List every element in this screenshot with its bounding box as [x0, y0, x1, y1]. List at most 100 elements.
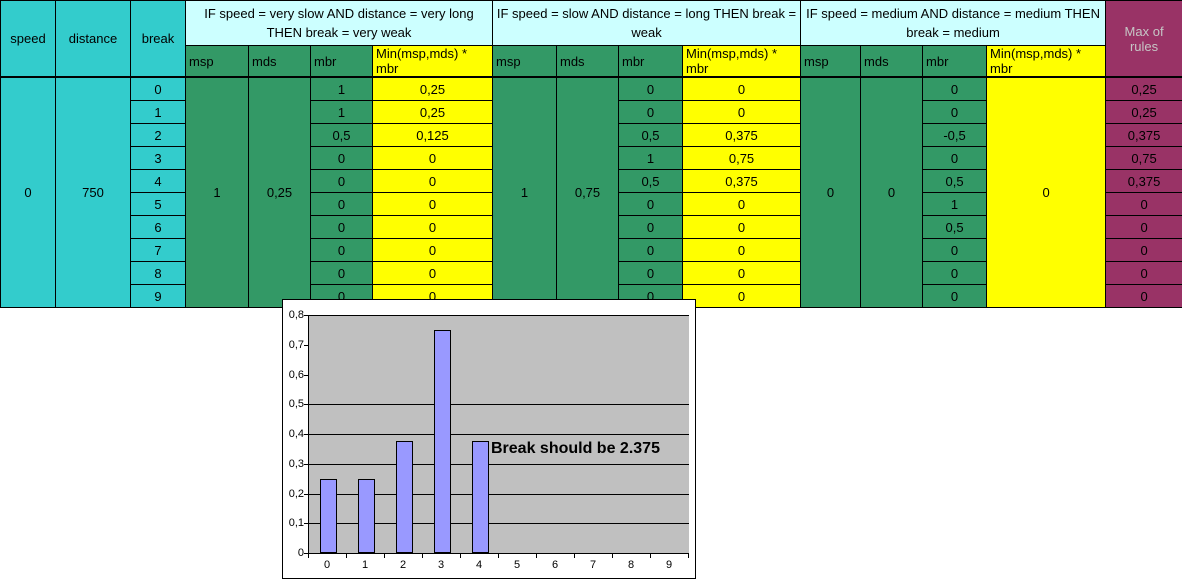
x-axis-tick — [688, 554, 689, 558]
y-axis-tick — [304, 315, 308, 316]
rule2-mds-cell: 0,75 — [556, 76, 619, 308]
rule1-min-cell: 0 — [372, 238, 493, 262]
y-axis-tick — [304, 344, 308, 346]
table-row: 6 0 0 0 0 0,5 0 — [1, 215, 1182, 239]
break-value-cell: 5 — [130, 192, 186, 216]
rule1-mbr-cell: 0 — [310, 192, 373, 216]
rule1-mbr-header: mbr — [310, 45, 373, 78]
rule1-mbr-cell: 1 — [310, 76, 373, 101]
rule1-mbr-cell: 0 — [310, 238, 373, 262]
y-axis-tick — [304, 434, 308, 435]
rule1-min-cell: 0 — [372, 261, 493, 285]
max-of-rules-header: Max of rules — [1105, 0, 1182, 78]
max-of-rules-cell: 0,75 — [1105, 146, 1182, 170]
y-axis-tick — [304, 523, 308, 525]
y-axis-label: 0,3 — [288, 457, 304, 470]
rule1-mbr-cell: 0 — [310, 261, 373, 285]
break-value-cell: 6 — [130, 215, 186, 239]
max-of-rules-cell: 0 — [1105, 192, 1182, 216]
x-axis-tick — [384, 554, 385, 558]
rule2-mbr-cell: 1 — [618, 146, 683, 170]
y-axis-label: 0,8 — [288, 309, 304, 321]
max-of-rules-cell: 0,25 — [1105, 100, 1182, 124]
rule1-title: IF speed = very slow AND distance = very… — [185, 0, 493, 46]
bar-break-1 — [358, 479, 375, 553]
rule3-min-merged-cell: 0 — [986, 76, 1107, 308]
rule2-mbr-cell: 0 — [618, 215, 683, 239]
rule1-mbr-cell: 0 — [310, 215, 373, 239]
rule3-mbr-cell: 0,5 — [922, 169, 988, 193]
rule-title-row: speed distance break IF speed = very slo… — [0, 0, 1182, 78]
break-value-cell: 2 — [130, 123, 186, 147]
y-axis-label: 0,4 — [288, 428, 304, 440]
rule3-mbr-cell: -0,5 — [922, 123, 988, 147]
max-of-rules-cell: 0,375 — [1105, 169, 1182, 193]
break-value-cell: 4 — [130, 169, 186, 193]
rule1-min-header: Min(msp,mds) * mbr — [372, 45, 493, 78]
rule2-min-cell: 0 — [681, 238, 802, 262]
max-of-rules-cell: 0,25 — [1105, 76, 1182, 101]
y-gridline — [309, 434, 689, 435]
y-axis-tick — [304, 463, 308, 465]
break-distribution-chart: Break should be 2.375 0,8 0,7 0,6 0,5 0,4 0,3… — [282, 299, 696, 579]
rule2-min-cell: 0 — [681, 100, 802, 124]
rule1-min-cell: 0 — [372, 192, 493, 216]
y-axis-tick — [304, 493, 308, 495]
rule2-mbr-cell: 0,5 — [618, 169, 683, 193]
x-axis-label: 6 — [551, 559, 559, 571]
y-axis-tick — [304, 553, 308, 554]
y-gridline — [309, 523, 689, 525]
rule2-min-header: Min(msp,mds) * mbr — [681, 45, 802, 78]
fuzzy-rules-table: speed distance break IF speed = very slo… — [0, 0, 1182, 308]
max-of-rules-cell: 0 — [1105, 215, 1182, 239]
rule1-min-cell: 0,25 — [372, 100, 493, 124]
y-axis-label: 0,6 — [288, 368, 304, 381]
rule3-title: IF speed = medium AND distance = medium … — [800, 0, 1107, 46]
x-axis-label: 3 — [437, 559, 445, 571]
bar-break-0 — [320, 479, 337, 553]
rule2-min-cell: 0 — [681, 284, 802, 308]
table-row: 0 750 0 1 0,25 1 0,25 1 0,75 0 0 0 0 0 0 0,25 — [0, 76, 1182, 308]
rule2-min-cell: 0 — [681, 215, 802, 239]
rule2-min-cell: 0 — [681, 76, 802, 101]
rule1-min-cell: 0,125 — [372, 123, 493, 147]
chart-plot-area — [308, 315, 689, 554]
rule3-mbr-cell: 0 — [922, 76, 988, 101]
rule2-min-cell: 0,375 — [681, 123, 802, 147]
rule2-mbr-cell: 0 — [618, 192, 683, 216]
rule3-mbr-cell: 0,5 — [922, 215, 988, 239]
rule1-msp-cell: 1 — [185, 76, 249, 308]
rule2-mbr-cell: 0,5 — [618, 123, 683, 147]
x-axis-tick — [612, 554, 613, 558]
rule2-mbr-cell: 0 — [618, 238, 683, 262]
y-axis-tick — [304, 404, 308, 406]
rule3-msp-cell: 0 — [800, 76, 862, 308]
rule2-mbr-header: mbr — [618, 45, 683, 78]
x-axis-label: 2 — [399, 559, 407, 571]
rule1-msp-header: msp — [185, 45, 249, 78]
speed-value-cell: 0 — [0, 76, 56, 308]
col-header-speed: speed — [0, 0, 56, 78]
x-axis-label: 9 — [665, 559, 673, 571]
x-axis-label: 0 — [323, 559, 331, 571]
rule1-mbr-cell: 0 — [310, 146, 373, 170]
y-gridline — [309, 463, 689, 465]
max-of-rules-cell: 0 — [1105, 261, 1182, 285]
x-axis-label: 8 — [627, 559, 635, 571]
rule3-mbr-cell: 0 — [922, 261, 988, 285]
y-axis-label: 0 — [297, 547, 304, 559]
rule3-mbr-cell: 0 — [922, 284, 988, 308]
break-value-cell: 8 — [130, 261, 186, 285]
rule2-mds-header: mds — [556, 45, 619, 78]
y-gridline — [309, 404, 689, 406]
rule2-title: IF speed = slow AND distance = long THEN… — [491, 0, 802, 46]
x-axis-tick — [574, 554, 575, 558]
break-value-cell: 0 — [130, 76, 186, 101]
x-axis-tick — [422, 554, 423, 558]
y-gridline — [309, 493, 689, 495]
rule2-min-cell: 0 — [681, 261, 802, 285]
x-axis-tick — [650, 554, 651, 558]
